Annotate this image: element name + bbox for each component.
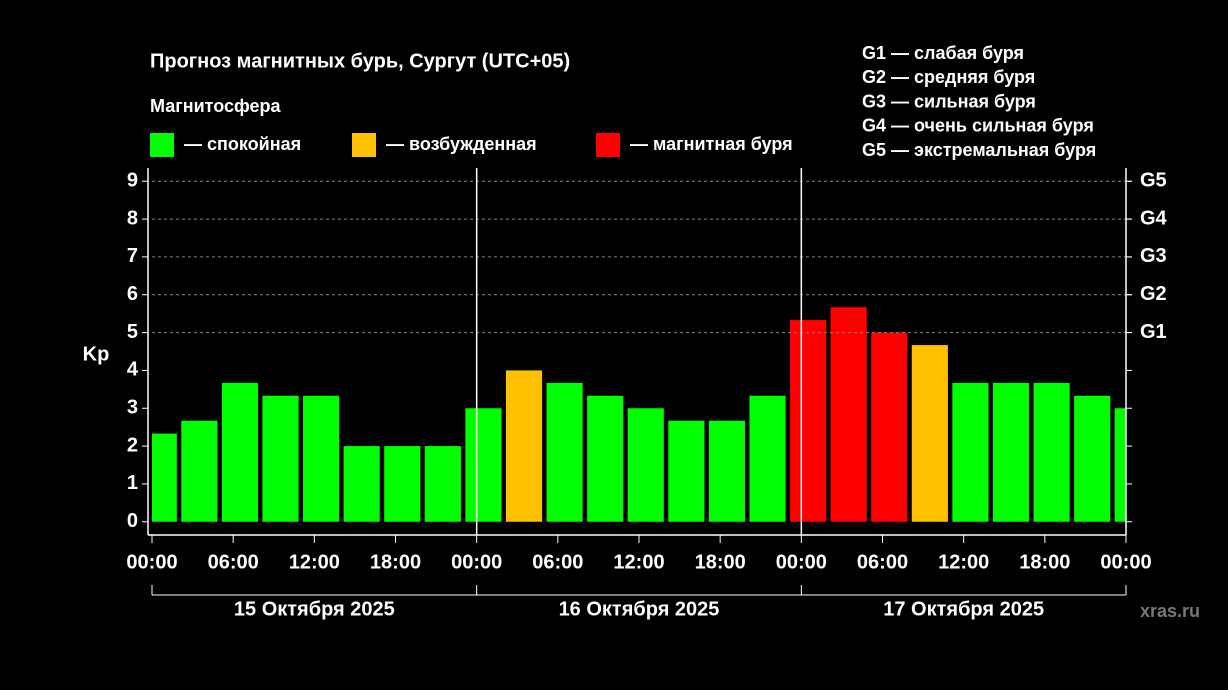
bar bbox=[911, 345, 948, 522]
y-tick-label: 4 bbox=[127, 359, 139, 381]
bar bbox=[505, 370, 543, 522]
y2-tick-label: G5 bbox=[1140, 170, 1167, 192]
day-label: 16 Октября 2025 bbox=[559, 598, 720, 620]
x-tick-label: 18:00 bbox=[695, 551, 746, 573]
storm-scale-label: G3 — сильная буря bbox=[862, 91, 1036, 111]
y-tick-label: 3 bbox=[127, 397, 138, 419]
x-tick-label: 18:00 bbox=[370, 551, 421, 573]
bar bbox=[221, 382, 258, 522]
bar bbox=[1033, 382, 1070, 522]
bar bbox=[749, 395, 786, 522]
bar bbox=[830, 307, 867, 522]
y2-tick-label: G4 bbox=[1140, 207, 1168, 229]
y-tick-label: 0 bbox=[127, 510, 138, 532]
y-tick-label: 9 bbox=[127, 170, 138, 192]
y-tick-label: 7 bbox=[127, 245, 138, 267]
bar bbox=[992, 382, 1030, 522]
legend-title: Магнитосфера bbox=[150, 96, 282, 116]
x-tick-label: 06:00 bbox=[857, 551, 908, 573]
bar bbox=[790, 320, 827, 522]
x-tick-label: 00:00 bbox=[451, 551, 502, 573]
bar bbox=[871, 332, 908, 522]
watermark: xras.ru bbox=[1140, 601, 1200, 621]
legend-swatch bbox=[352, 133, 376, 157]
bar bbox=[384, 446, 421, 522]
bar bbox=[708, 420, 745, 522]
y2-tick-label: G2 bbox=[1140, 283, 1167, 305]
x-tick-label: 00:00 bbox=[1100, 551, 1151, 573]
bar bbox=[1114, 408, 1126, 522]
x-tick-label: 00:00 bbox=[776, 551, 827, 573]
x-tick-label: 06:00 bbox=[532, 551, 583, 573]
day-label: 17 Октября 2025 bbox=[883, 598, 1044, 620]
bar bbox=[546, 382, 583, 522]
y-tick-label: 5 bbox=[127, 321, 138, 343]
chart-title: Прогноз магнитных бурь, Сургут (UTC+05) bbox=[150, 50, 570, 72]
y-tick-label: 2 bbox=[127, 434, 138, 456]
storm-scale-label: G1 — слабая буря bbox=[862, 43, 1024, 63]
bar bbox=[465, 408, 502, 522]
bar bbox=[627, 408, 664, 522]
storm-scale-label: G4 — очень сильная буря bbox=[862, 116, 1094, 136]
legend-label: — возбужденная bbox=[386, 134, 537, 154]
x-tick-label: 12:00 bbox=[289, 551, 340, 573]
storm-scale-label: G5 — экстремальная буря bbox=[862, 140, 1096, 160]
x-tick-label: 18:00 bbox=[1019, 551, 1070, 573]
legend-swatch bbox=[150, 133, 174, 157]
y2-tick-label: G3 bbox=[1140, 245, 1167, 267]
x-tick-label: 12:00 bbox=[613, 551, 664, 573]
legend-label: — магнитная буря bbox=[630, 134, 793, 154]
y-axis-label: Kp bbox=[83, 343, 110, 365]
bar bbox=[587, 395, 624, 522]
bar bbox=[1074, 395, 1111, 522]
bar bbox=[952, 382, 989, 522]
y2-tick-label: G1 bbox=[1140, 321, 1167, 343]
legend-label: — спокойная bbox=[184, 134, 301, 154]
y-tick-label: 6 bbox=[127, 283, 138, 305]
bar bbox=[303, 395, 340, 522]
x-tick-label: 00:00 bbox=[126, 551, 177, 573]
bar bbox=[152, 433, 177, 522]
x-tick-label: 06:00 bbox=[208, 551, 259, 573]
y-tick-label: 1 bbox=[127, 472, 138, 494]
x-tick-label: 12:00 bbox=[938, 551, 989, 573]
legend-swatch bbox=[596, 133, 620, 157]
bar bbox=[262, 395, 299, 522]
day-label: 15 Октября 2025 bbox=[234, 598, 395, 620]
bar bbox=[424, 446, 461, 522]
bar bbox=[343, 446, 380, 522]
bar bbox=[181, 420, 218, 522]
y-tick-label: 8 bbox=[127, 207, 138, 229]
bar bbox=[668, 420, 705, 522]
storm-scale-label: G2 — средняя буря bbox=[862, 67, 1035, 87]
plot-area bbox=[152, 307, 1126, 522]
